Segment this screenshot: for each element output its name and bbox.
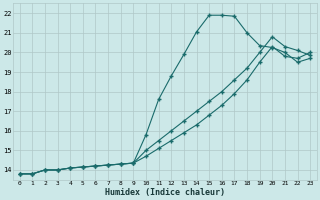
X-axis label: Humidex (Indice chaleur): Humidex (Indice chaleur) xyxy=(105,188,225,197)
